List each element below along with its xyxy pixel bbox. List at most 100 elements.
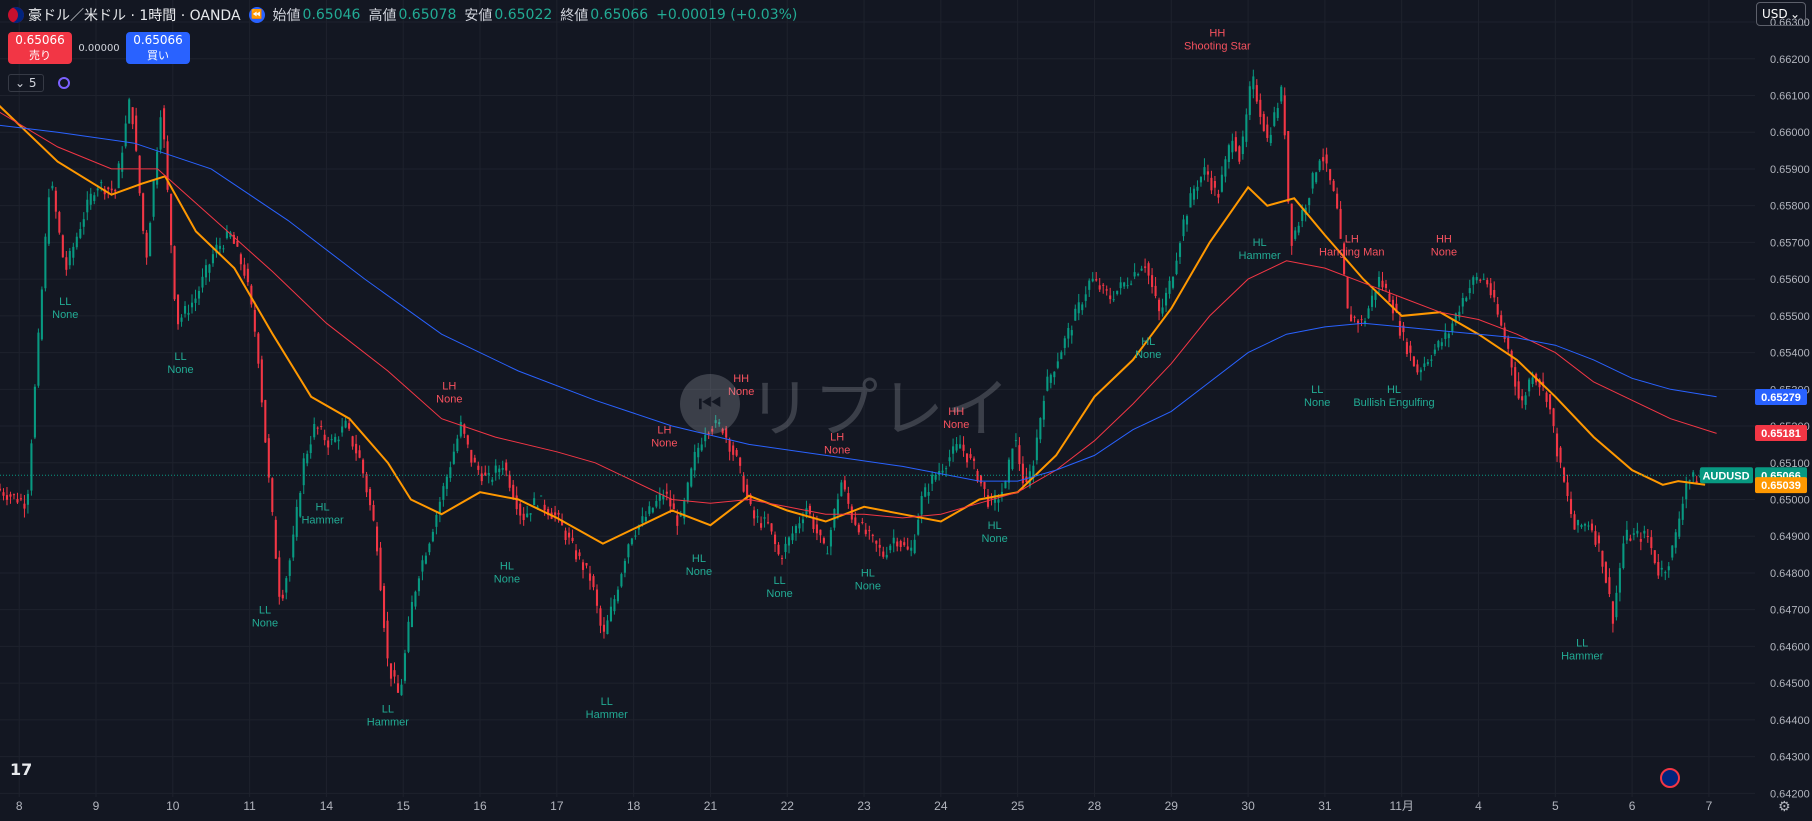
pattern-label: Hammer bbox=[586, 709, 629, 721]
candle-body bbox=[1381, 280, 1384, 288]
candle-body bbox=[1164, 292, 1168, 306]
swing-label: LL bbox=[174, 351, 186, 363]
candle-body bbox=[1556, 433, 1559, 457]
pattern-label: None bbox=[494, 573, 520, 585]
candle-body bbox=[299, 492, 302, 517]
candle-body bbox=[1678, 518, 1681, 537]
candle-body bbox=[1182, 219, 1185, 237]
candle-body bbox=[1674, 532, 1677, 548]
candle-body bbox=[1028, 471, 1031, 487]
time-tick-label: 17 bbox=[550, 799, 564, 813]
swing-label: LL bbox=[773, 575, 785, 587]
pattern-label: None bbox=[252, 617, 278, 629]
chevron-down-icon: ⌄ bbox=[1789, 7, 1800, 21]
candle-body bbox=[424, 555, 427, 564]
gear-icon[interactable]: ⚙ bbox=[1778, 799, 1791, 815]
candlesticks bbox=[0, 69, 1705, 696]
symbol-title[interactable]: 豪ドル／米ドル · 1時間 · OANDA bbox=[28, 8, 241, 24]
candle-body bbox=[655, 500, 658, 507]
candle-body bbox=[313, 424, 316, 438]
candle-body bbox=[515, 495, 518, 510]
candle-body bbox=[37, 332, 40, 386]
candle-body bbox=[1374, 291, 1377, 300]
candle-body bbox=[79, 228, 82, 238]
time-tick-label: 24 bbox=[934, 799, 948, 813]
candle-body bbox=[1653, 550, 1656, 563]
candle-body bbox=[808, 505, 811, 514]
tradingview-logo[interactable]: 17 bbox=[10, 760, 33, 779]
candle-body bbox=[763, 517, 766, 519]
candle-body bbox=[1192, 188, 1196, 200]
candle-body bbox=[194, 298, 197, 303]
candle-body bbox=[1231, 140, 1234, 153]
candle-body bbox=[1343, 243, 1346, 275]
indicator-count-button[interactable]: ⌄ 5 bbox=[8, 74, 44, 92]
symbol-badge-label: AUDUSD bbox=[1702, 470, 1749, 482]
candle-body bbox=[1545, 392, 1548, 402]
candle-body bbox=[822, 538, 825, 544]
pattern-label: None bbox=[766, 588, 792, 600]
candle-body bbox=[526, 513, 529, 517]
indicator-toggle: ⌄ 5 bbox=[8, 74, 70, 92]
candle-body bbox=[1405, 342, 1408, 355]
candle-body bbox=[365, 474, 368, 493]
candle-body bbox=[183, 306, 187, 314]
candle-body bbox=[128, 99, 131, 124]
candle-body bbox=[323, 434, 326, 441]
au-flag-icon[interactable] bbox=[1660, 768, 1680, 788]
time-tick-label: 8 bbox=[16, 799, 23, 813]
candle-body bbox=[142, 193, 145, 231]
candle-body bbox=[746, 484, 749, 497]
buy-button[interactable]: 0.65066 買い bbox=[126, 32, 190, 64]
candle-body bbox=[913, 539, 916, 554]
candle-body bbox=[93, 195, 96, 201]
price-tick-label: 0.65100 bbox=[1770, 458, 1810, 470]
candle-body bbox=[1363, 321, 1367, 324]
candle-body bbox=[1332, 180, 1335, 192]
candle-body bbox=[1594, 531, 1597, 545]
candle-body bbox=[983, 482, 986, 489]
swing-label: HH bbox=[948, 406, 964, 418]
candle-body bbox=[369, 488, 372, 506]
pattern-label: Bullish Engulfing bbox=[1353, 397, 1434, 409]
candle-body bbox=[843, 480, 846, 490]
time-tick-label: 29 bbox=[1165, 799, 1179, 813]
candle-body bbox=[1283, 95, 1286, 136]
price-tick-label: 0.64200 bbox=[1770, 788, 1810, 800]
candle-body bbox=[756, 516, 759, 518]
candle-body bbox=[44, 236, 47, 289]
candle-body bbox=[798, 523, 801, 529]
candle-body bbox=[1412, 356, 1415, 367]
candle-body bbox=[815, 524, 818, 534]
candle-body bbox=[1116, 290, 1119, 294]
candle-body bbox=[1632, 533, 1635, 535]
change-value: +0.00019 (+0.03%) bbox=[656, 7, 798, 23]
candle-body bbox=[1521, 396, 1524, 401]
currency-select[interactable]: USD ⌄ bbox=[1756, 2, 1806, 26]
symbol-badge bbox=[1700, 467, 1753, 484]
candle-body bbox=[871, 534, 874, 536]
time-axis: 8 9 10 11 14 15 16 17 18 21 22 23 24 25 28 29 30 31 11月 4 5 6… bbox=[16, 799, 1713, 813]
candle-body bbox=[1444, 332, 1447, 339]
candle-body bbox=[878, 544, 881, 548]
candle-body bbox=[854, 517, 857, 525]
candle-body bbox=[491, 479, 494, 482]
candle-body bbox=[641, 516, 644, 523]
sell-button[interactable]: 0.65066 売り bbox=[8, 32, 72, 64]
candle-body bbox=[396, 683, 400, 693]
candle-body bbox=[767, 522, 770, 524]
pattern-label: Hammer bbox=[1239, 250, 1282, 262]
candle-body bbox=[1294, 230, 1297, 239]
price-tick-label: 0.65400 bbox=[1770, 348, 1810, 360]
candle-body bbox=[979, 475, 983, 484]
candle-body bbox=[857, 524, 860, 533]
time-tick-label: 23 bbox=[857, 799, 871, 813]
candle-body bbox=[1604, 562, 1607, 583]
replay-icon[interactable]: ⏪ bbox=[248, 7, 265, 23]
candle-body bbox=[264, 400, 267, 443]
candle-body bbox=[1552, 408, 1555, 427]
pattern-label: None bbox=[686, 566, 712, 578]
candle-body bbox=[1210, 177, 1213, 191]
price-tick-label: 0.66200 bbox=[1770, 54, 1810, 66]
